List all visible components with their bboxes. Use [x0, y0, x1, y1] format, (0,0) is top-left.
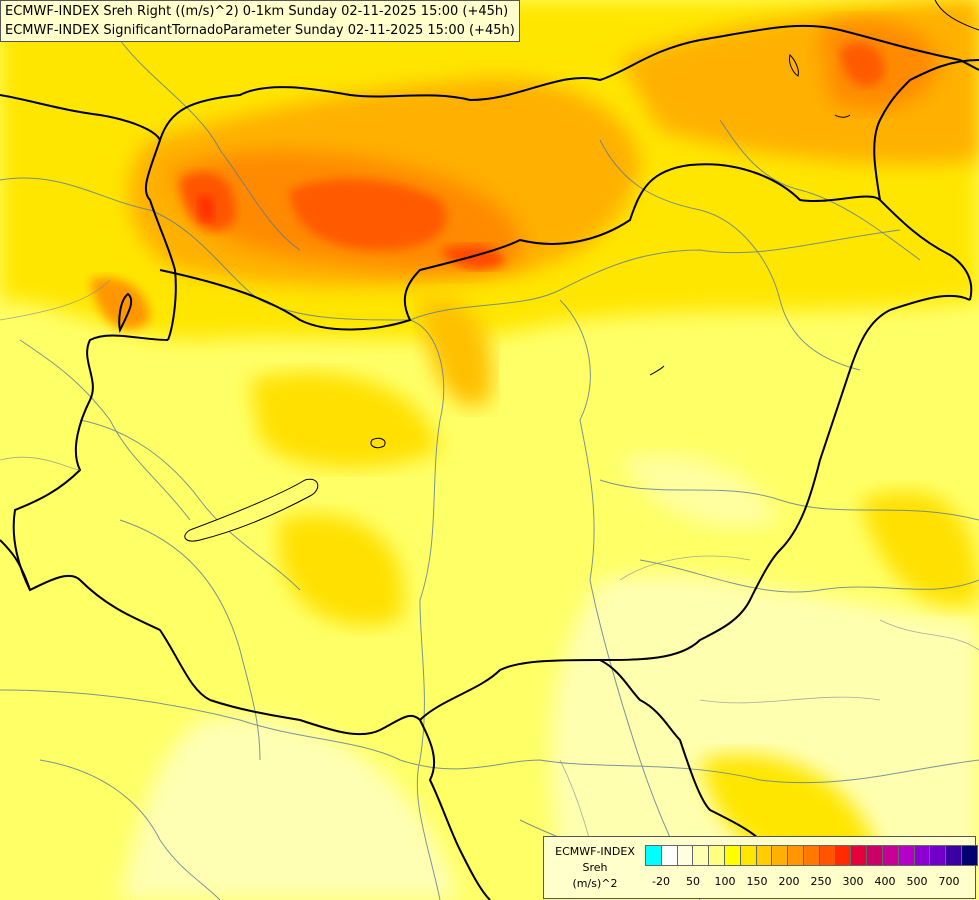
legend-parameter: Sreh	[582, 861, 608, 874]
legend-swatch	[961, 845, 978, 866]
legend-swatch	[692, 845, 710, 866]
legend-swatch	[882, 845, 899, 866]
legend-swatch	[818, 845, 836, 866]
map-title-box: ECMWF-INDEX Sreh Right ((m/s)^2) 0-1km S…	[0, 0, 520, 42]
title-line-sreh: ECMWF-INDEX Sreh Right ((m/s)^2) 0-1km S…	[5, 4, 509, 19]
lake-balaton	[184, 437, 386, 542]
legend-tick-label: 150	[746, 875, 768, 888]
legend-tick-label: -20	[652, 875, 670, 888]
legend-swatch	[724, 845, 741, 866]
legend-tick-label: 250	[810, 875, 832, 888]
legend-swatch	[913, 845, 931, 866]
legend-tick-label: 300	[842, 875, 864, 888]
legend-swatch	[645, 845, 662, 866]
legend-tick-label: 700	[938, 875, 960, 888]
legend-tick-label: 50	[686, 875, 700, 888]
legend-swatch	[739, 845, 757, 866]
legend-source: ECMWF-INDEX	[555, 845, 635, 858]
legend-tick-label: 100	[714, 875, 736, 888]
legend-swatch	[803, 845, 820, 866]
legend-swatch	[708, 845, 725, 866]
legend-swatch	[929, 845, 947, 866]
legend-swatch	[755, 845, 773, 866]
legend-unit: (m/s)^2	[572, 877, 618, 890]
color-legend: ECMWF-INDEX Sreh (m/s)^2 -20 50 100 150 200 2…	[543, 836, 978, 899]
legend-swatch	[866, 845, 883, 866]
legend-swatch	[850, 845, 868, 866]
legend-swatch	[834, 845, 852, 866]
legend-swatch	[660, 845, 678, 866]
legend-swatch	[897, 845, 915, 866]
legend-swatch	[945, 845, 962, 866]
legend-tick-label: 500	[906, 875, 928, 888]
river-lines	[0, 39, 979, 900]
legend-tick-label: 200	[778, 875, 800, 888]
title-line-stp: ECMWF-INDEX SignificantTornadoParameter …	[5, 23, 515, 38]
legend-swatch	[787, 845, 804, 866]
legend-swatch	[771, 845, 789, 866]
legend-tick-label: 400	[874, 875, 896, 888]
legend-swatch	[676, 845, 694, 866]
